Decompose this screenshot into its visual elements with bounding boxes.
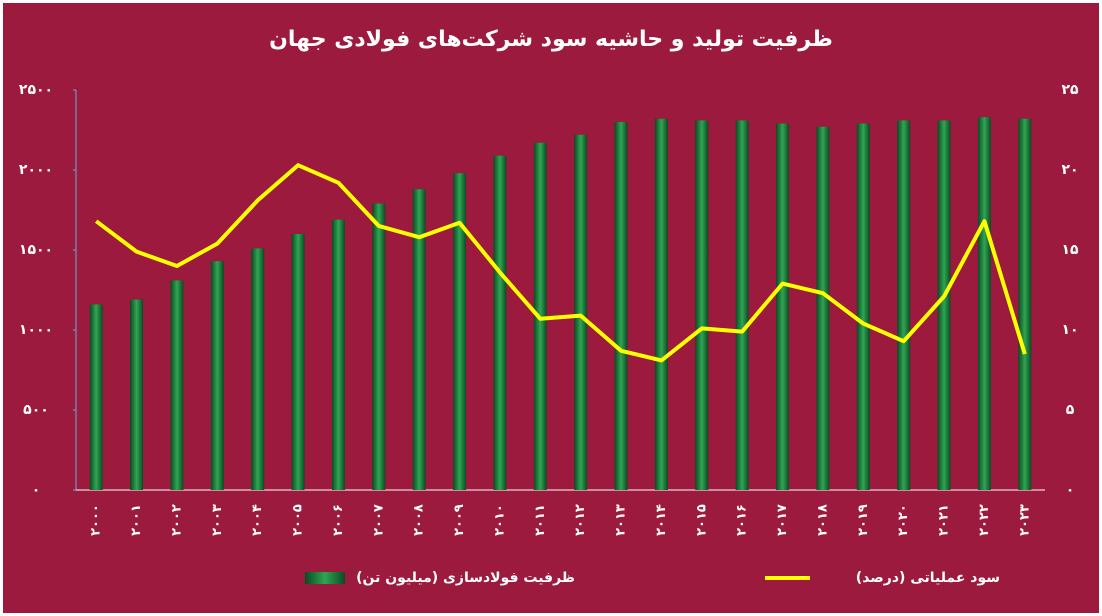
bar: [493, 155, 507, 490]
x-tick-label: ۲۰۱۱: [533, 504, 548, 536]
x-tick-label: ۲۰۰۶: [331, 504, 346, 536]
bar: [291, 234, 305, 490]
x-tick-label: ۲۰۰۴: [250, 504, 265, 536]
x-tick-label: ۲۰۰۱: [129, 504, 144, 536]
y-tick-label: ۰: [32, 482, 41, 498]
bar: [937, 120, 951, 491]
y2-tick-label: ۲۰: [1061, 162, 1078, 178]
x-tick-label: ۲۰۱۷: [775, 504, 790, 536]
y-tick-label: ۲۰۰۰: [19, 162, 53, 178]
bar: [453, 173, 467, 490]
y2-tick-label: ۰: [1066, 482, 1075, 498]
legend-label: ظرفیت فولادسازی (میلیون تن): [356, 570, 575, 586]
bar: [856, 123, 870, 490]
legend-swatch: [305, 572, 345, 584]
bar: [614, 122, 628, 490]
bar: [816, 126, 830, 491]
legend-label: سود عملیاتی (درصد): [856, 570, 1000, 586]
x-tick-label: ۲۰۰۸: [412, 504, 427, 536]
bar: [210, 261, 224, 490]
bar: [1018, 118, 1032, 491]
bar: [654, 118, 668, 491]
x-tick-label: ۲۰۱۵: [694, 504, 709, 536]
bar: [331, 219, 345, 490]
y-tick-label: ۱۵۰۰: [19, 242, 53, 258]
bar: [776, 123, 790, 490]
x-tick-label: ۲۰۱۴: [654, 504, 669, 536]
x-tick-label: ۲۰۰۷: [371, 504, 386, 536]
y-tick-label: ۱۰۰۰: [19, 322, 53, 338]
x-tick-label: ۲۰۲۱: [937, 504, 952, 536]
bar: [735, 120, 749, 491]
x-tick-label: ۲۰۱۹: [856, 504, 871, 536]
x-tick-label: ۲۰۱۲: [573, 504, 588, 536]
x-tick-label: ۲۰۱۸: [815, 504, 830, 536]
background: [3, 3, 1099, 613]
bar: [897, 120, 911, 491]
bar: [695, 120, 709, 491]
y-tick-label: ۵۰۰: [23, 402, 49, 418]
bar: [130, 299, 144, 490]
y2-tick-label: ۲۵: [1061, 82, 1079, 98]
bar: [574, 134, 588, 491]
x-tick-label: ۲۰۱۳: [614, 504, 629, 536]
x-tick-label: ۲۰۰۹: [452, 504, 467, 536]
line: [94, 163, 1027, 363]
x-tick-label: ۲۰۰۳: [210, 504, 225, 536]
x-tick-label: ۲۰۰۰: [89, 504, 104, 536]
bar: [170, 280, 184, 490]
x-tick-label: ۲۰۱۰: [492, 504, 507, 536]
bar: [89, 304, 103, 490]
x-tick-label: ۲۰۲۲: [977, 504, 992, 536]
y2-tick-label: ۵: [1066, 402, 1075, 418]
y2-tick-label: ۱۰: [1061, 322, 1078, 338]
x-tick-label: ۲۰۲۳: [1017, 504, 1032, 536]
x-tick-label: ۲۰۰۲: [169, 504, 184, 536]
bar: [412, 189, 426, 490]
x-tick-label: ۲۰۲۰: [896, 504, 911, 536]
x-tick-label: ۲۰۱۶: [735, 504, 750, 536]
x-tick-label: ۲۰۰۵: [291, 504, 306, 536]
chart-title: ظرفیت تولید و حاشیه سود شرکت‌های فولادی …: [269, 27, 833, 52]
bar: [251, 248, 265, 490]
bar: [372, 203, 386, 490]
y2-tick-label: ۱۵: [1061, 242, 1079, 258]
bar: [977, 117, 991, 490]
y-tick-label: ۲۵۰۰: [19, 82, 53, 98]
